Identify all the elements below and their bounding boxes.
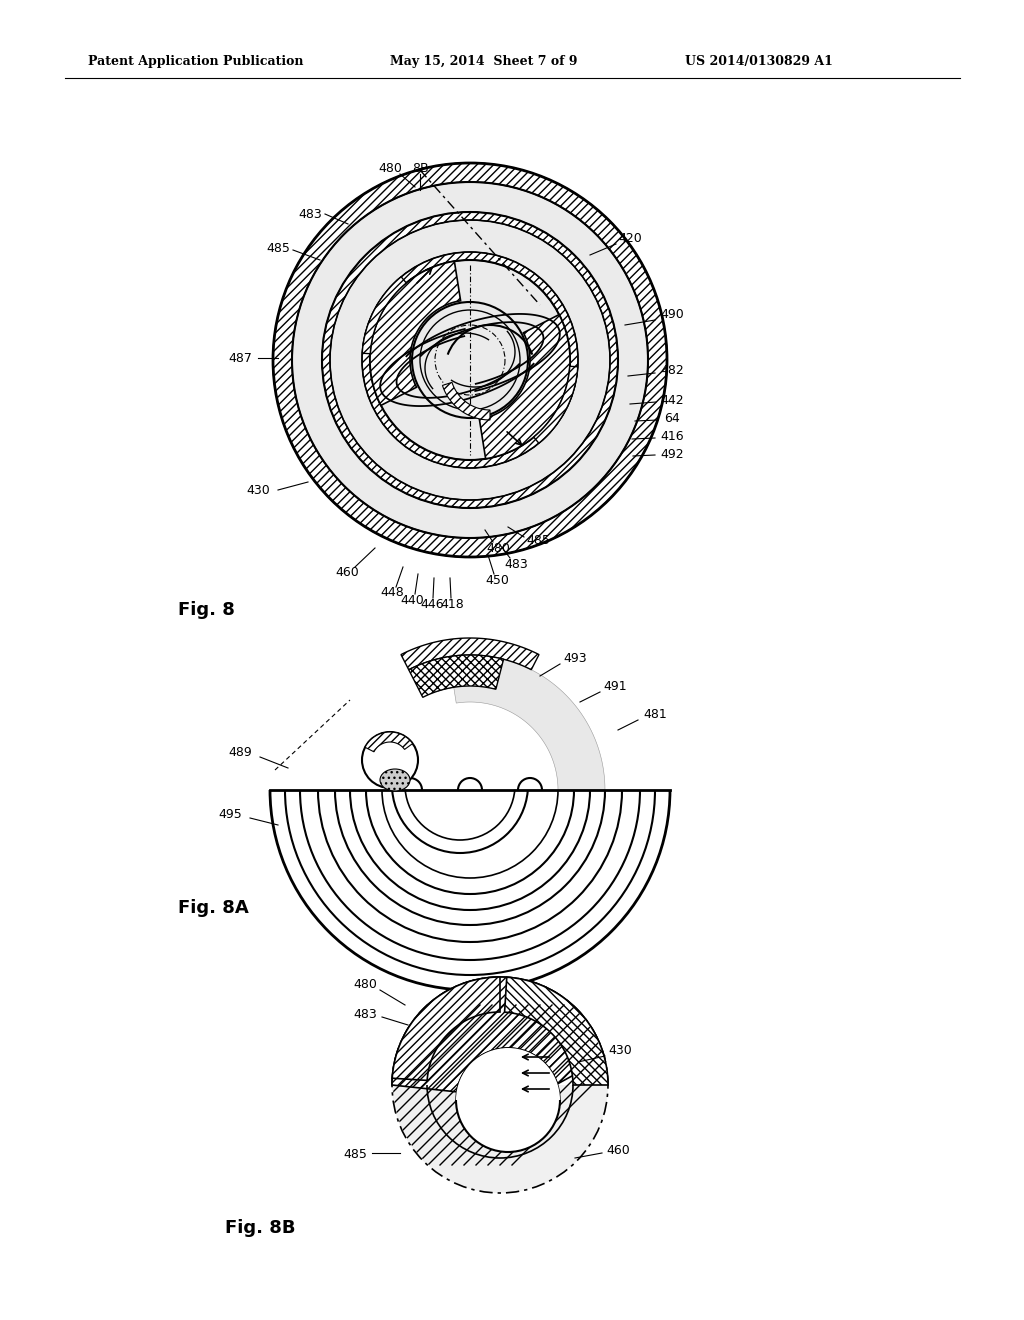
Polygon shape: [442, 383, 490, 420]
Text: Fig. 8A: Fig. 8A: [178, 899, 249, 917]
Text: US 2014/0130829 A1: US 2014/0130829 A1: [685, 55, 833, 69]
Text: 493: 493: [563, 652, 587, 664]
Polygon shape: [392, 977, 604, 1092]
Text: 490: 490: [660, 309, 684, 322]
Polygon shape: [433, 671, 590, 789]
Text: 480: 480: [486, 541, 510, 554]
Wedge shape: [392, 1085, 608, 1193]
Text: 440: 440: [400, 594, 424, 606]
Text: 489: 489: [228, 746, 252, 759]
Text: 450: 450: [485, 573, 509, 586]
Text: 483: 483: [298, 207, 322, 220]
Polygon shape: [505, 977, 608, 1085]
Text: 481: 481: [643, 708, 667, 721]
Text: 430: 430: [608, 1044, 632, 1056]
Polygon shape: [409, 655, 504, 697]
Wedge shape: [273, 162, 667, 557]
Polygon shape: [479, 314, 570, 459]
Text: 416: 416: [660, 429, 684, 442]
Text: 495: 495: [218, 808, 242, 821]
Text: 480: 480: [378, 161, 402, 174]
Text: 485: 485: [266, 242, 290, 255]
Polygon shape: [365, 733, 413, 752]
Text: 485: 485: [526, 533, 550, 546]
Wedge shape: [370, 260, 570, 459]
Text: 483: 483: [504, 557, 528, 570]
Text: 482: 482: [660, 363, 684, 376]
Text: May 15, 2014  Sheet 7 of 9: May 15, 2014 Sheet 7 of 9: [390, 55, 578, 69]
Text: 492: 492: [660, 447, 684, 461]
Wedge shape: [292, 182, 648, 539]
Polygon shape: [401, 638, 539, 669]
Polygon shape: [392, 977, 500, 1080]
Text: 430: 430: [246, 483, 270, 496]
Text: Fig. 8: Fig. 8: [178, 601, 234, 619]
Text: 418: 418: [440, 598, 464, 610]
Text: 460: 460: [606, 1143, 630, 1156]
Text: 8B: 8B: [412, 161, 428, 174]
Text: 491: 491: [603, 680, 627, 693]
Text: 485: 485: [343, 1148, 367, 1162]
Text: 442: 442: [660, 393, 684, 407]
Text: 446: 446: [420, 598, 443, 610]
Polygon shape: [534, 366, 578, 444]
Ellipse shape: [380, 770, 410, 791]
Polygon shape: [362, 277, 407, 354]
Text: Patent Application Publication: Patent Application Publication: [88, 55, 303, 69]
Polygon shape: [370, 261, 461, 405]
Text: 460: 460: [335, 566, 358, 579]
Wedge shape: [322, 213, 618, 508]
Circle shape: [456, 1048, 560, 1152]
Text: 483: 483: [353, 1008, 377, 1022]
Text: Fig. 8B: Fig. 8B: [225, 1218, 296, 1237]
Text: 480: 480: [353, 978, 377, 991]
Text: 487: 487: [228, 351, 252, 364]
Polygon shape: [456, 1048, 560, 1100]
Wedge shape: [330, 220, 610, 500]
Polygon shape: [449, 655, 605, 789]
Text: 420: 420: [618, 231, 642, 244]
Circle shape: [362, 733, 418, 788]
Text: 448: 448: [380, 586, 403, 599]
Text: 64: 64: [665, 412, 680, 425]
Wedge shape: [362, 252, 578, 469]
